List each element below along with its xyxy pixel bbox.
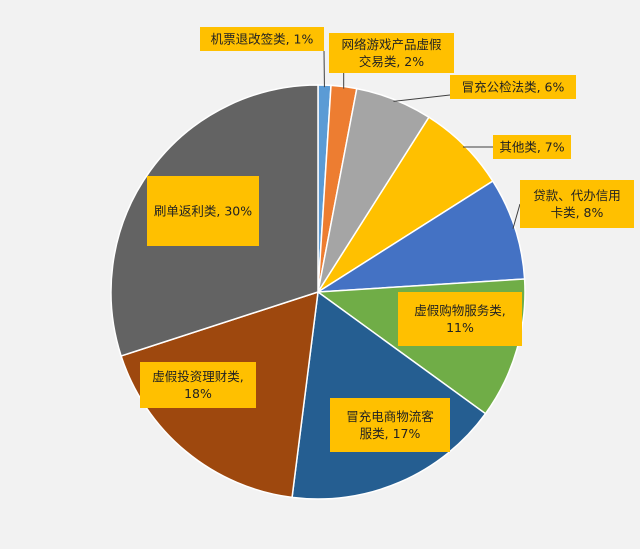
data-label-text: 机票退改签类, 1% [211,32,314,47]
data-label-text: 网络游戏产品虚假 [341,37,442,52]
pie-slice-5 [317,180,526,293]
leader-lines-layer [323,50,521,229]
data-label-text: 刷单返利类, 30% [154,204,252,219]
data-label-box [330,398,450,452]
data-label-box [520,180,634,228]
data-label-box [450,75,576,99]
leader-line-3 [393,94,451,102]
data-label-text: 贷款、代办信用 [533,188,621,203]
data-label-1: 机票退改签类, 1% [200,27,324,51]
data-label-3: 冒充公检法类, 6% [450,75,576,99]
data-label-box [140,362,256,408]
data-label-text: 交易类, 2% [359,54,424,69]
data-label-text: 11% [446,320,474,335]
data-label-text: 18% [184,386,212,401]
data-label-text: 服类, 17% [360,426,421,441]
data-label-box [329,33,454,73]
data-label-box [398,292,522,346]
data-label-box [493,135,571,159]
data-label-text: 冒充电商物流客 [346,409,434,424]
data-label-box [200,27,324,51]
data-label-9: 刷单返利类, 30% [147,176,259,246]
data-label-text: 冒充公检法类, 6% [462,80,565,95]
data-label-8: 虚假投资理财类, 18% [140,362,256,408]
data-label-6: 虚假购物服务类, 11% [398,292,522,346]
data-label-text: 卡类, 8% [551,205,604,220]
data-label-box [147,176,259,246]
data-label-text: 虚假购物服务类, [414,303,505,318]
data-label-text: 虚假投资理财类, [152,369,243,384]
data-label-4: 其他类, 7% [493,135,571,159]
leader-line-5 [512,203,521,229]
data-label-text: 其他类, 7% [499,140,564,155]
